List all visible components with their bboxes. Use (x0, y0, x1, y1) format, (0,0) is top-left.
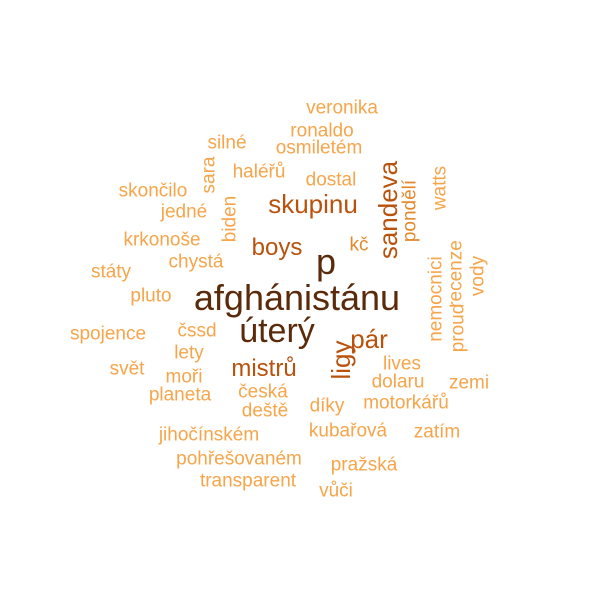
cloud-word: recenze (445, 240, 467, 308)
cloud-word: vůči (319, 480, 353, 502)
cloud-word: svět (109, 358, 145, 380)
cloud-word: motorkářů (363, 392, 449, 414)
cloud-word: česká (238, 381, 288, 403)
cloud-word: proud (447, 303, 469, 353)
cloud-word: zemi (448, 372, 490, 394)
cloud-word: watts (429, 165, 451, 211)
cloud-word: ligy (326, 340, 356, 380)
cloud-word: biden (219, 195, 241, 243)
cloud-word: silné (207, 132, 247, 154)
cloud-word: skupinu (268, 189, 358, 219)
cloud-word: čssd (177, 320, 217, 342)
cloud-word: kč (349, 234, 369, 256)
cloud-word: sandeva (373, 160, 403, 260)
cloud-word: dostal (305, 169, 357, 191)
cloud-word: jedné (160, 201, 208, 223)
cloud-word: úterý (239, 312, 315, 350)
cloud-word: planeta (148, 384, 212, 406)
cloud-word: pražská (330, 454, 398, 476)
cloud-word: lety (174, 342, 204, 364)
cloud-word: nemocnici (425, 256, 447, 342)
cloud-word: p (315, 241, 337, 282)
cloud-word: haléřů (232, 161, 286, 183)
cloud-word: pohřešovaném (176, 448, 302, 470)
cloud-word: boys (251, 234, 303, 261)
cloud-word: mistrů (231, 355, 297, 382)
cloud-word: zatím (413, 421, 461, 443)
cloud-word: jihočínském (158, 424, 260, 446)
cloud-word: moři (165, 366, 203, 388)
cloud-word: pár (350, 324, 388, 354)
cloud-word: sara (198, 156, 220, 194)
cloud-word: pluto (130, 285, 172, 307)
cloud-word: dolaru (371, 371, 425, 393)
cloud-word: ronaldo (290, 120, 354, 142)
cloud-word: státy (90, 261, 132, 283)
cloud-word: skončilo (118, 180, 188, 202)
cloud-word: afghánistánu (193, 277, 401, 318)
cloud-word: deště (241, 400, 289, 422)
cloud-word: lives (382, 353, 422, 375)
cloud-word: spojence (69, 323, 147, 345)
cloud-word: krkonoše (123, 229, 201, 251)
cloud-word: kubařová (308, 420, 388, 442)
cloud-word: chystá (168, 251, 224, 273)
cloud-word: transparent (199, 470, 297, 492)
cloud-word: díky (309, 395, 345, 417)
cloud-word: osmiletém (275, 137, 363, 159)
cloud-word: vody (467, 255, 489, 297)
cloud-word: veronika (306, 97, 378, 119)
cloud-word: pondělí (399, 179, 421, 243)
